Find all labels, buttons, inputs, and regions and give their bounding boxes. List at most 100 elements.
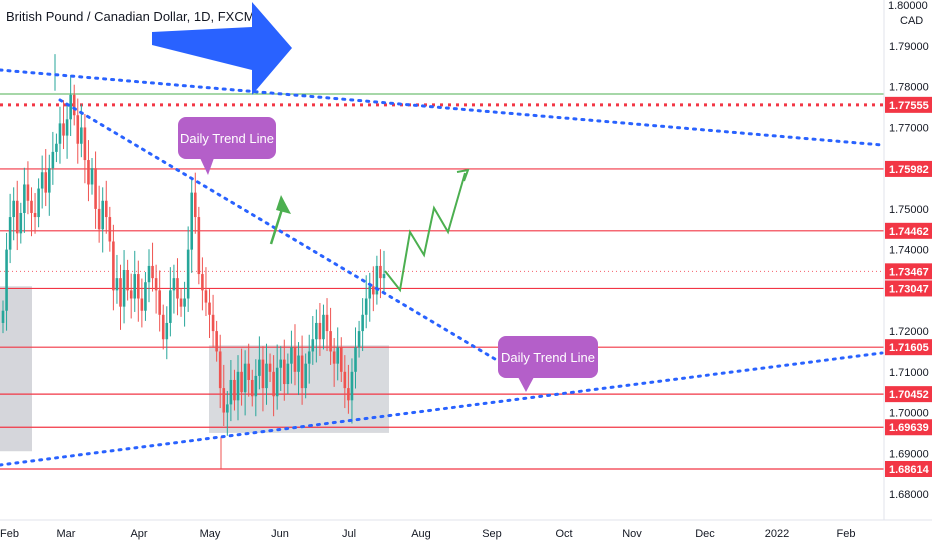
candle-body bbox=[364, 298, 368, 315]
projection-path bbox=[384, 172, 466, 293]
candle-body bbox=[218, 351, 222, 389]
candle-body bbox=[144, 282, 147, 311]
candle-body bbox=[126, 270, 129, 291]
candle-body bbox=[37, 188, 40, 218]
time-axis-label: Jun bbox=[271, 528, 289, 540]
axis-tick-label: 1.75000 bbox=[889, 204, 929, 216]
callout-bubble bbox=[498, 336, 598, 378]
axis-tick-label: 1.72000 bbox=[889, 326, 929, 338]
candle-body bbox=[101, 200, 105, 230]
price-tag bbox=[885, 96, 932, 113]
candle-body bbox=[318, 322, 322, 340]
price-tag bbox=[885, 419, 932, 436]
candle-body bbox=[229, 379, 233, 405]
time-axis-label: Sep bbox=[482, 528, 502, 540]
candle-body bbox=[361, 314, 364, 332]
candle-body bbox=[258, 359, 261, 376]
candle-body bbox=[140, 298, 144, 311]
time-axis-label: 2022 bbox=[765, 528, 789, 540]
candle-body bbox=[104, 200, 108, 218]
candle-body bbox=[315, 322, 318, 340]
candle-body bbox=[233, 379, 236, 401]
green-arrow-head bbox=[276, 195, 291, 214]
price-tag-label: 1.69639 bbox=[889, 422, 929, 434]
candle-body bbox=[133, 274, 137, 299]
price-tag-label: 1.77555 bbox=[889, 100, 929, 112]
candle-body bbox=[211, 314, 215, 332]
candle-body bbox=[226, 404, 229, 413]
axis-tick-label: 1.77000 bbox=[889, 122, 929, 134]
time-axis-label: May bbox=[200, 528, 221, 540]
candle-body bbox=[90, 168, 94, 185]
candle-body bbox=[72, 94, 76, 116]
price-tag bbox=[885, 339, 932, 356]
candle-body bbox=[332, 351, 336, 364]
candle-body bbox=[247, 363, 250, 380]
candle-body bbox=[161, 314, 165, 340]
candle-body bbox=[243, 363, 247, 393]
callout-text: Daily Trend Line bbox=[180, 131, 274, 146]
candle-body bbox=[33, 212, 37, 218]
axis-tick-label: 1.78000 bbox=[889, 82, 929, 94]
candle-body bbox=[272, 371, 275, 397]
time-axis-label: Aug bbox=[411, 528, 431, 540]
candle-body bbox=[354, 347, 357, 372]
candle-body bbox=[325, 314, 329, 332]
price-tag-label: 1.73047 bbox=[889, 283, 929, 295]
axis-tick-label: 1.79000 bbox=[889, 41, 929, 53]
price-tag-label: 1.70452 bbox=[889, 389, 929, 401]
candle-body bbox=[12, 200, 15, 218]
time-axis[interactable]: Feb Mar Apr May Jun Jul Aug Sep Oct Nov Dec 2022 Feb bbox=[0, 519, 932, 540]
candlesticks bbox=[1, 54, 386, 469]
chart-title: British Pound / Canadian Dollar, 1D, FXC… bbox=[6, 9, 255, 24]
candle-body bbox=[307, 351, 311, 364]
callout-bubble bbox=[178, 117, 276, 159]
price-tag-label: 1.74462 bbox=[889, 226, 929, 238]
candle-body bbox=[297, 355, 300, 372]
axis-tick-label: 1.74000 bbox=[889, 245, 929, 257]
candle-body bbox=[236, 371, 240, 401]
trend-line-rising bbox=[0, 351, 884, 467]
trend-line-daily bbox=[58, 98, 502, 364]
trend-line-upper bbox=[0, 68, 884, 147]
price-axis[interactable]: 1.80000 CAD 1.79000 1.78000 1.77000 1.75000 1.… bbox=[883, 0, 932, 520]
candle-body bbox=[169, 290, 172, 323]
candle-body bbox=[261, 359, 265, 389]
candle-body bbox=[215, 331, 218, 352]
candle-body bbox=[322, 314, 325, 340]
callout-tail bbox=[518, 377, 534, 392]
candle-body bbox=[282, 359, 286, 385]
time-axis-label: Mar bbox=[57, 528, 76, 540]
candle-body bbox=[197, 217, 201, 275]
candle-body bbox=[372, 286, 375, 295]
axis-tick-label: 1.68000 bbox=[889, 489, 929, 501]
candle-body bbox=[279, 359, 283, 368]
price-tag bbox=[885, 460, 932, 477]
callout-tail bbox=[200, 158, 214, 175]
candle-body bbox=[357, 331, 361, 348]
trend-lines bbox=[0, 68, 884, 467]
candle-body bbox=[250, 379, 254, 397]
price-tag bbox=[885, 263, 932, 280]
candle-body bbox=[40, 172, 44, 189]
price-tag-label: 1.73467 bbox=[889, 266, 929, 278]
candle-body bbox=[87, 160, 90, 185]
candle-body bbox=[265, 363, 268, 389]
time-axis-label: Feb bbox=[0, 528, 19, 540]
candle-body bbox=[201, 274, 204, 291]
candle-body bbox=[311, 339, 315, 352]
candle-body bbox=[275, 367, 279, 397]
axis-tick-label: 1.70000 bbox=[889, 408, 929, 420]
candle-body bbox=[5, 249, 8, 311]
candle-body bbox=[290, 347, 293, 364]
candle-body bbox=[240, 371, 243, 393]
time-axis-label: Oct bbox=[555, 528, 572, 540]
candle-body bbox=[375, 265, 379, 295]
axis-currency-label: CAD bbox=[900, 15, 923, 27]
candle-body bbox=[62, 123, 65, 136]
candle-body bbox=[347, 388, 350, 401]
candle-body bbox=[379, 265, 382, 279]
price-tag-label: 1.75982 bbox=[889, 164, 929, 176]
candle-body bbox=[97, 208, 101, 230]
